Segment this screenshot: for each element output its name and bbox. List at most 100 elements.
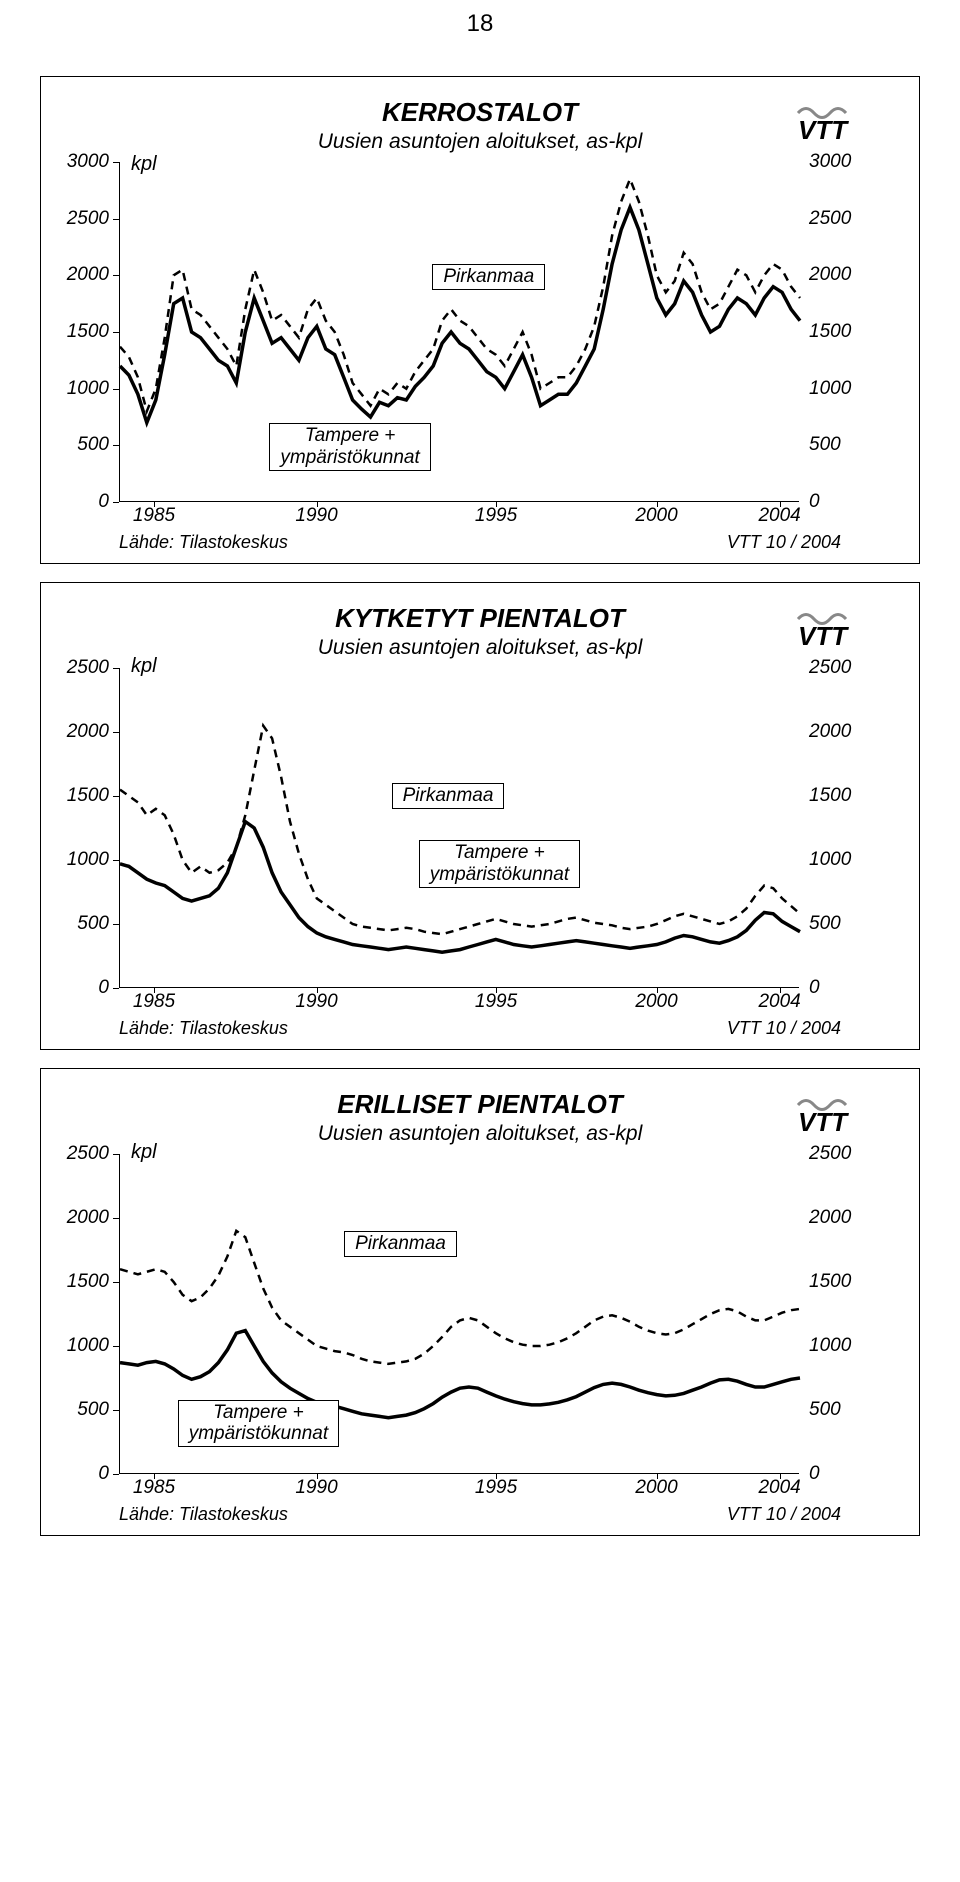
tampere-label-box: Tampere +ympäristökunnat (178, 1400, 339, 1448)
vtt-label: VTT 10 / 2004 (727, 1018, 841, 1039)
y-tick: 1000 (809, 849, 851, 871)
tampere-label-box: Tampere +ympäristökunnat (419, 840, 580, 888)
x-tick-mark (154, 501, 155, 507)
y-tick: 0 (98, 1463, 109, 1485)
y-tick: 2000 (67, 721, 109, 743)
y-tick-mark (113, 1474, 119, 1475)
x-tick-mark (780, 1473, 781, 1479)
chart-footer: Lähde: Tilastokeskus VTT 10 / 2004 (119, 1504, 841, 1525)
x-tick: 1990 (295, 505, 337, 527)
x-tick-mark (780, 987, 781, 993)
x-tick: 1990 (295, 991, 337, 1013)
y-tick: 1500 (67, 321, 109, 343)
x-tick: 1985 (133, 991, 175, 1013)
pirkanmaa-line (120, 726, 800, 935)
y-tick: 1000 (67, 1335, 109, 1357)
x-tick: 2004 (758, 991, 800, 1013)
y-tick: 500 (77, 913, 109, 935)
svg-text:VTT: VTT (798, 621, 849, 650)
y-tick: 500 (809, 913, 841, 935)
y-tick: 2500 (67, 657, 109, 679)
y-tick: 0 (809, 977, 820, 999)
vtt-logo: VTT (796, 605, 881, 650)
x-tick-mark (496, 1473, 497, 1479)
plot: Pirkanmaa Tampere +ympäristökunnat 19851… (119, 162, 799, 502)
y-tick-mark (113, 502, 119, 503)
x-tick-mark (317, 1473, 318, 1479)
chart-footer: Lähde: Tilastokeskus VTT 10 / 2004 (119, 1018, 841, 1039)
y-tick: 1500 (67, 1271, 109, 1293)
x-tick-mark (496, 501, 497, 507)
x-tick-mark (780, 501, 781, 507)
x-tick: 2000 (635, 1477, 677, 1499)
y-tick: 3000 (809, 151, 851, 173)
y-tick: 500 (809, 1399, 841, 1421)
x-tick: 1995 (475, 505, 517, 527)
y-tick: 1500 (809, 321, 851, 343)
x-tick-mark (317, 501, 318, 507)
x-tick-mark (317, 987, 318, 993)
x-tick: 2004 (758, 1477, 800, 1499)
chart-subtitle: Uusien asuntojen aloitukset, as-kpl (71, 636, 889, 660)
x-tick: 1985 (133, 505, 175, 527)
x-tick: 2004 (758, 505, 800, 527)
x-tick: 1990 (295, 1477, 337, 1499)
y-tick: 0 (809, 1463, 820, 1485)
y-tick: 1500 (67, 785, 109, 807)
vtt-label: VTT 10 / 2004 (727, 532, 841, 553)
y-tick: 0 (809, 491, 820, 513)
chart-footer: Lähde: Tilastokeskus VTT 10 / 2004 (119, 532, 841, 553)
chart-panel-chart2: VTT KYTKETYT PIENTALOT Uusien asuntojen … (40, 582, 920, 1050)
y-tick: 1000 (809, 378, 851, 400)
y-tick: 500 (77, 434, 109, 456)
y-tick: 1000 (809, 1335, 851, 1357)
x-tick-mark (154, 987, 155, 993)
y-tick: 1500 (809, 785, 851, 807)
chart-area: 0500100015002000250005001000150020002500… (119, 668, 799, 988)
y-tick: 2500 (809, 1143, 851, 1165)
chart-svg (120, 162, 800, 502)
y-tick: 2500 (67, 1143, 109, 1165)
tampere-label-box: Tampere +ympäristökunnat (269, 423, 430, 471)
source-label: Lähde: Tilastokeskus (119, 1018, 288, 1039)
x-tick: 2000 (635, 505, 677, 527)
y-tick: 2000 (67, 264, 109, 286)
page-number: 18 (0, 0, 960, 58)
y-tick: 1500 (809, 1271, 851, 1293)
y-tick: 0 (98, 491, 109, 513)
y-tick: 3000 (67, 151, 109, 173)
x-tick: 2000 (635, 991, 677, 1013)
y-tick: 2000 (809, 264, 851, 286)
plot: Pirkanmaa Tampere +ympäristökunnat 19851… (119, 1154, 799, 1474)
vtt-logo: VTT (796, 1091, 881, 1136)
pirkanmaa-label-box: Pirkanmaa (432, 264, 545, 290)
chart-subtitle: Uusien asuntojen aloitukset, as-kpl (71, 130, 889, 154)
chart-svg (120, 668, 800, 988)
y-tick: 1000 (67, 378, 109, 400)
chart-area: 0500100015002000250005001000150020002500… (119, 1154, 799, 1474)
source-label: Lähde: Tilastokeskus (119, 532, 288, 553)
svg-text:VTT: VTT (798, 115, 849, 144)
chart-subtitle: Uusien asuntojen aloitukset, as-kpl (71, 1122, 889, 1146)
y-tick: 2500 (67, 208, 109, 230)
y-tick: 0 (98, 977, 109, 999)
x-tick-mark (496, 987, 497, 993)
chart-panel-chart1: VTT KERROSTALOT Uusien asuntojen aloituk… (40, 76, 920, 564)
y-tick: 500 (77, 1399, 109, 1421)
pirkanmaa-label-box: Pirkanmaa (392, 783, 505, 809)
x-tick-mark (657, 987, 658, 993)
tampere-line (120, 207, 800, 422)
x-tick: 1985 (133, 1477, 175, 1499)
pirkanmaa-line (120, 179, 800, 411)
y-tick: 2000 (67, 1207, 109, 1229)
x-tick-mark (657, 501, 658, 507)
source-label: Lähde: Tilastokeskus (119, 1504, 288, 1525)
y-tick: 2500 (809, 208, 851, 230)
vtt-logo: VTT (796, 99, 881, 144)
y-tick: 500 (809, 434, 841, 456)
pirkanmaa-label-box: Pirkanmaa (344, 1231, 457, 1257)
y-tick-mark (113, 988, 119, 989)
chart-panel-chart3: VTT ERILLISET PIENTALOT Uusien asuntojen… (40, 1068, 920, 1536)
y-tick: 2500 (809, 657, 851, 679)
x-tick: 1995 (475, 1477, 517, 1499)
